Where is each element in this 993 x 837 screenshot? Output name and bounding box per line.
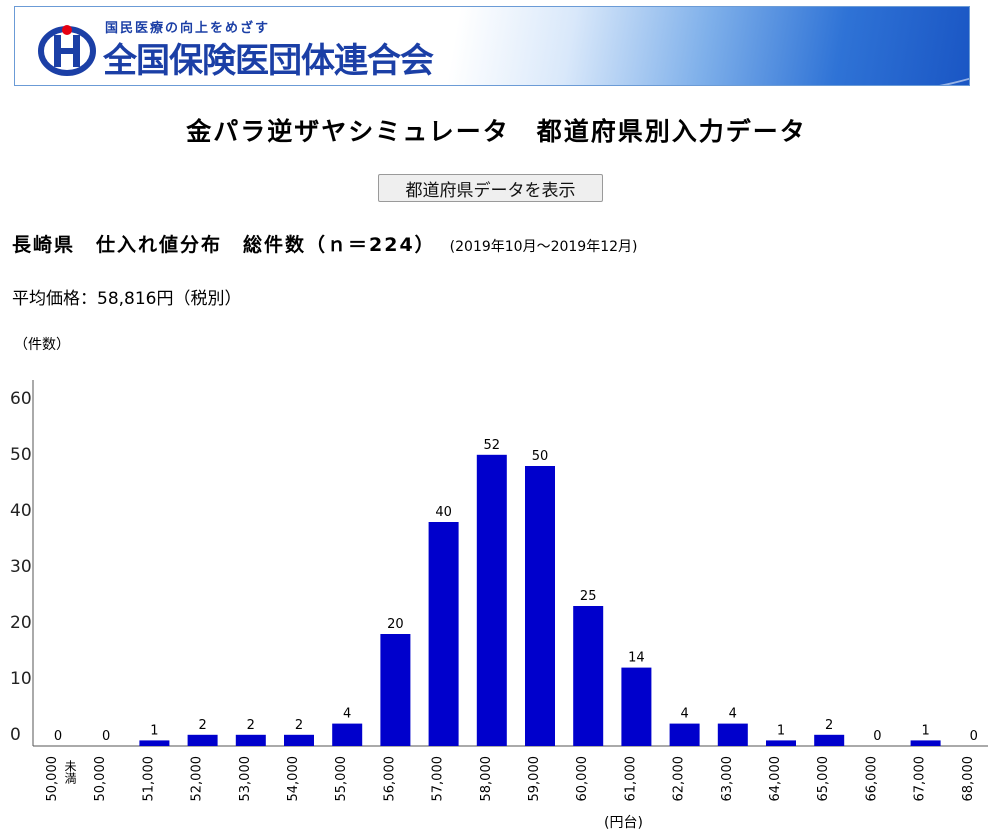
x-tick-label: 56,000 [382, 756, 397, 802]
x-tick-label: 67,000 [913, 756, 928, 802]
x-tick-label: 62,000 [672, 756, 687, 802]
hoken-logo-icon [38, 25, 96, 76]
x-tick-label: 53,000 [238, 756, 253, 802]
x-tick-label: 50,000 [93, 756, 108, 802]
bar-value-label: 0 [873, 729, 881, 744]
bar-value-label: 0 [970, 729, 978, 744]
org-tagline: 国民医療の向上をめざす [105, 21, 271, 36]
bar [187, 734, 218, 746]
x-tick-label: 68,000 [961, 756, 976, 802]
bar-value-label: 2 [247, 718, 255, 733]
org-name: 全国保険医団体連合会 [103, 41, 434, 81]
bar-value-label: 20 [387, 617, 404, 632]
bar-value-label: 4 [729, 707, 737, 722]
distribution-heading: 長崎県 仕入れ値分布 総件数（ｎ＝224） (2019年10月～2019年12月) [12, 230, 637, 257]
x-tick-label: 58,000 [479, 756, 494, 802]
x-tick-label: 51,000 [141, 756, 156, 802]
bar [476, 454, 507, 746]
bar-value-label: 40 [435, 505, 452, 520]
header-banner: 国民医療の向上をめざす 全国保険医団体連合会 [14, 6, 970, 86]
page-title: 金パラ逆ザヤシミュレータ 都道府県別入力データ [186, 117, 807, 146]
x-tick-label: 64,000 [768, 756, 783, 802]
bar-value-label: 25 [580, 589, 597, 604]
bar [717, 723, 748, 746]
x-tick-label: 61,000 [623, 756, 638, 802]
x-tick-label: 54,000 [286, 756, 301, 802]
x-tick-label-suffix: 未満 [63, 760, 77, 785]
x-tick-label: 59,000 [527, 756, 542, 802]
x-tick-label: 66,000 [864, 756, 879, 802]
y-tick-label: 30 [10, 557, 32, 577]
bar [910, 740, 941, 746]
bar [380, 634, 411, 746]
x-tick-label: 52,000 [190, 756, 205, 802]
bar-value-label: 1 [150, 723, 158, 738]
y-tick-label: 50 [10, 445, 32, 465]
bar [669, 723, 700, 746]
average-price: 平均価格：58,816円（税別） [12, 289, 242, 309]
bar [428, 522, 459, 746]
x-tick-label: 57,000 [431, 756, 446, 802]
bar-value-label: 4 [343, 707, 351, 722]
bar [766, 740, 796, 746]
distribution-title: 長崎県 仕入れ値分布 総件数（ｎ＝224） [12, 234, 436, 256]
bar [525, 466, 555, 746]
bar [621, 667, 652, 746]
bar-value-label: 14 [628, 651, 645, 666]
y-tick-label: 0 [10, 725, 21, 745]
y-tick-label: 40 [10, 501, 32, 521]
y-axis-unit-label: （件数） [14, 337, 70, 353]
show-prefecture-data-button[interactable]: 都道府県データを表示 [378, 174, 603, 202]
x-tick-label: 55,000 [334, 756, 349, 802]
bar-value-label: 1 [921, 723, 929, 738]
x-axis-unit-label: (円台) [604, 815, 643, 831]
bar [332, 723, 363, 746]
y-tick-label: 60 [10, 389, 32, 409]
bar [284, 734, 314, 746]
bar-value-label: 50 [532, 449, 549, 464]
bar [814, 734, 845, 746]
x-tick-label: 60,000 [575, 756, 590, 802]
x-tick-label: 63,000 [720, 756, 735, 802]
bar-value-label: 2 [295, 718, 303, 733]
bar-value-label: 4 [680, 707, 688, 722]
bar [573, 606, 604, 746]
bar-value-label: 2 [198, 718, 206, 733]
bar-value-label: 2 [825, 718, 833, 733]
y-tick-label: 20 [10, 613, 32, 633]
bar-value-label: 52 [484, 438, 501, 453]
bar-value-label: 0 [54, 729, 62, 744]
bar [139, 740, 170, 746]
bar-value-label: 1 [777, 723, 785, 738]
bar-value-label: 0 [102, 729, 110, 744]
x-tick-label: 50,000 [45, 756, 60, 802]
y-tick-label: 10 [10, 669, 32, 689]
bar [235, 734, 266, 746]
x-tick-label: 65,000 [816, 756, 831, 802]
distribution-period: (2019年10月～2019年12月) [449, 239, 638, 255]
